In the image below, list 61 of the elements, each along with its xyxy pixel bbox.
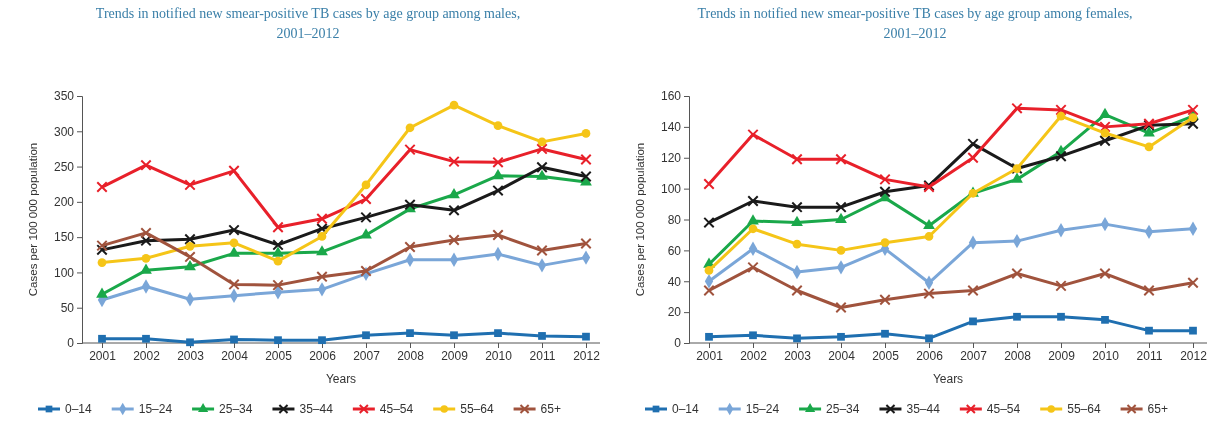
x-tick-label: 2001: [89, 348, 117, 363]
x-tick-label: 2010: [1092, 348, 1120, 363]
x-tick-label: 2008: [1004, 348, 1032, 363]
y-tick-label: 50: [60, 301, 75, 316]
y-tick-label: 20: [667, 305, 682, 320]
x-tick-label: 2005: [872, 348, 900, 363]
legend-label: 25–34: [826, 402, 860, 416]
x-tick-label: 2004: [221, 348, 249, 363]
y-tick-label: 160: [660, 89, 682, 104]
legend-label: 0–14: [672, 402, 700, 416]
x-tick-label: 2007: [353, 348, 381, 363]
x-tick-label: 2002: [133, 348, 161, 363]
y-tick-label: 100: [53, 265, 75, 280]
y-tick-label: 100: [660, 181, 682, 196]
x-tick-label: 2001: [696, 348, 724, 363]
legend-label: 35–44: [906, 402, 941, 416]
x-tick-label: 2010: [485, 348, 513, 363]
legend-label: 15–24: [745, 402, 780, 416]
legend-label: 15–24: [138, 402, 173, 416]
x-tick-label: 2006: [309, 348, 337, 363]
x-axis-title: Years: [325, 372, 357, 386]
legend-label: 65+: [1147, 402, 1168, 416]
x-tick-label: 2009: [441, 348, 469, 363]
x-tick-label: 2002: [740, 348, 768, 363]
legend-label: 25–34: [219, 402, 253, 416]
y-tick-label: 0: [674, 336, 682, 351]
y-tick-label: 60: [667, 243, 682, 258]
x-tick-label: 2006: [916, 348, 944, 363]
y-tick-label: 120: [660, 151, 682, 166]
legend-label: 45–54: [379, 402, 414, 416]
legend-label: 55–64: [1067, 402, 1101, 416]
x-tick-label: 2005: [265, 348, 293, 363]
y-tick-label: 200: [53, 195, 75, 210]
y-tick-label: 80: [667, 212, 682, 227]
legend-label: 45–54: [986, 402, 1021, 416]
legend-label: 55–64: [460, 402, 494, 416]
y-tick-label: 140: [660, 120, 682, 135]
chart-title: Trends in notified new smear-positive TB cases by age group among males, 2001–2012: [95, 6, 521, 41]
y-tick-label: 150: [53, 230, 75, 245]
y-tick-label: 350: [53, 89, 75, 104]
x-tick-label: 2003: [177, 348, 205, 363]
legend-label: 0–14: [65, 402, 93, 416]
y-tick-label: 40: [667, 274, 682, 289]
chart-title: Trends in notified new smear-positive TB cases by age group among females, 2001–2012: [697, 6, 1133, 41]
y-axis-title: Cases per 100 000 population: [27, 142, 39, 297]
x-tick-label: 2012: [573, 348, 601, 363]
y-axis-title: Cases per 100 000 population: [634, 142, 646, 297]
x-tick-label: 2003: [784, 348, 812, 363]
x-axis-title: Years: [932, 372, 964, 386]
x-tick-label: 2009: [1048, 348, 1076, 363]
legend-label: 35–44: [299, 402, 334, 416]
y-tick-label: 300: [53, 124, 75, 139]
legend-label: 65+: [540, 402, 561, 416]
x-tick-label: 2007: [960, 348, 988, 363]
x-tick-label: 2011: [529, 348, 556, 363]
x-tick-label: 2004: [828, 348, 856, 363]
x-tick-label: 2008: [397, 348, 425, 363]
y-tick-label: 0: [67, 336, 75, 351]
x-tick-label: 2011: [1136, 348, 1163, 363]
y-tick-label: 250: [53, 159, 75, 174]
x-tick-label: 2012: [1180, 348, 1208, 363]
